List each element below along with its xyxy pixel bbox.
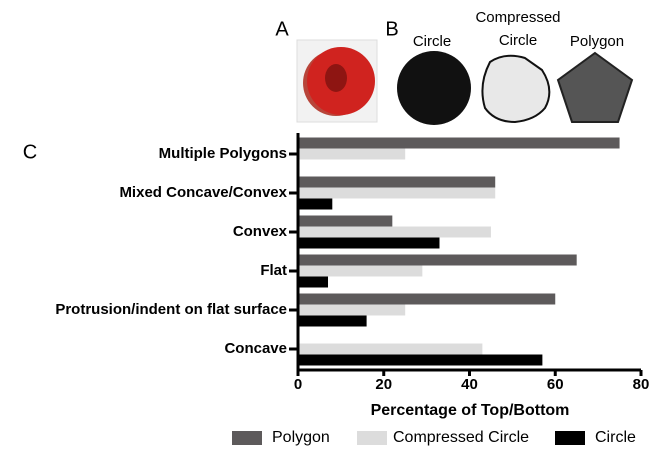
bar bbox=[298, 138, 620, 149]
bar bbox=[298, 255, 577, 266]
bar bbox=[298, 188, 495, 199]
y-tick-label: Flat bbox=[260, 262, 287, 279]
legend-swatch bbox=[357, 431, 387, 445]
panel-label: B bbox=[385, 18, 398, 40]
x-tick-label: 80 bbox=[633, 376, 650, 393]
shape-label: Circle bbox=[413, 33, 451, 50]
y-tick-label: Multiple Polygons bbox=[159, 145, 287, 162]
y-tick-label: Protrusion/indent on flat surface bbox=[55, 301, 287, 318]
x-tick-label: 40 bbox=[461, 376, 478, 393]
bar bbox=[298, 344, 482, 355]
legend-label: Compressed Circle bbox=[393, 429, 529, 446]
shape-label: Compressed bbox=[475, 9, 560, 26]
bar bbox=[298, 305, 405, 316]
legend-label: Circle bbox=[595, 429, 636, 446]
bar bbox=[298, 266, 422, 277]
bar bbox=[298, 277, 328, 288]
bar bbox=[298, 177, 495, 188]
legend-swatch bbox=[555, 431, 585, 445]
panel-label: A bbox=[275, 18, 289, 40]
panel-label: C bbox=[23, 141, 37, 163]
x-tick-label: 60 bbox=[547, 376, 564, 393]
cell-dimple bbox=[325, 64, 347, 92]
legend-label: Polygon bbox=[272, 429, 330, 446]
x-axis-label: Percentage of Top/Bottom bbox=[371, 402, 570, 419]
x-tick-label: 20 bbox=[375, 376, 392, 393]
x-tick-label: 0 bbox=[294, 376, 302, 393]
bar bbox=[298, 355, 542, 366]
shape-label: Polygon bbox=[570, 33, 624, 50]
bar bbox=[298, 316, 367, 327]
y-tick-label: Concave bbox=[224, 340, 287, 357]
bar bbox=[298, 294, 555, 305]
bar bbox=[298, 199, 332, 210]
y-tick-label: Convex bbox=[233, 223, 288, 240]
bar bbox=[298, 238, 439, 249]
circle-shape bbox=[397, 51, 471, 125]
bar bbox=[298, 149, 405, 160]
bar bbox=[298, 216, 392, 227]
compressed-circle-shape bbox=[482, 56, 549, 122]
figure: A B C Circle Compressed Circle Polygon M… bbox=[0, 0, 652, 450]
shape-label: Circle bbox=[499, 32, 537, 49]
polygon-shape bbox=[558, 53, 632, 122]
bar bbox=[298, 227, 491, 238]
bar-chart: Multiple Polygons Mixed Concave/Convex Con… bbox=[55, 133, 649, 446]
y-tick-label: Mixed Concave/Convex bbox=[119, 184, 287, 201]
legend-swatch bbox=[232, 431, 262, 445]
